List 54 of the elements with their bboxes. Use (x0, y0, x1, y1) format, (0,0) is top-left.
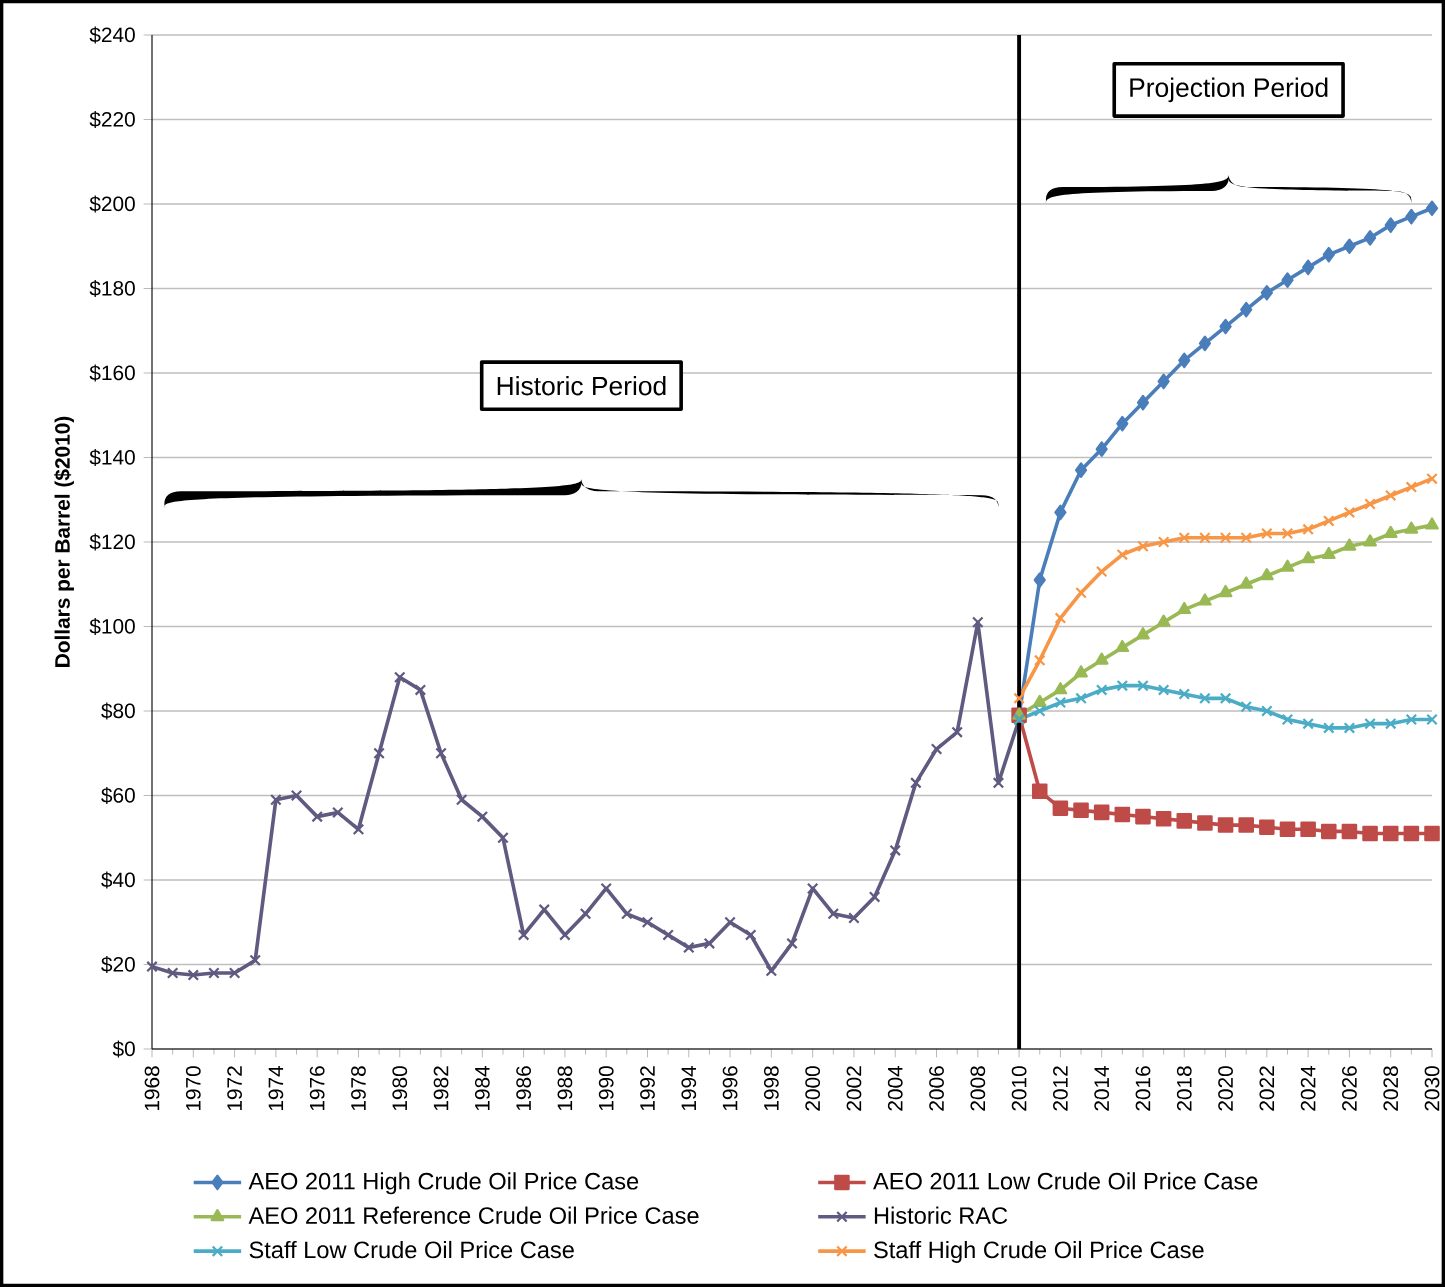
x-tick-label: 2026 (1342, 1066, 1357, 1111)
x-tick-label: 1986 (516, 1066, 532, 1111)
annotation: Historic Period (497, 375, 666, 396)
legend-label: AEO 2011 Low Crude Oil Price Case (873, 1172, 1258, 1190)
legend-label: Staff Low Crude Oil Price Case (249, 1240, 574, 1259)
x-tick-label: 2016 (1135, 1066, 1151, 1111)
legend-label: Staff High Crude Oil Price Case (874, 1240, 1204, 1263)
x-tick-label: 2018 (1176, 1066, 1192, 1111)
x-tick-label: 1988 (557, 1066, 573, 1111)
x-tick-label: 2022 (1259, 1066, 1275, 1111)
y-tick-label: $100 (89, 618, 135, 635)
x-tick-label: 2014 (1094, 1065, 1110, 1111)
y-tick-label: $200 (89, 195, 135, 213)
y-tick-label: $0 (112, 1040, 135, 1058)
x-tick-label: 1980 (392, 1066, 408, 1111)
y-tick-label: $120 (89, 533, 135, 551)
x-tick-label: 2030 (1424, 1066, 1440, 1111)
x-tick-label: 1970 (185, 1066, 201, 1111)
x-tick-label: 1978 (351, 1066, 366, 1111)
x-tick-label: 1976 (309, 1066, 325, 1111)
x-tick-label: 1992 (640, 1066, 655, 1111)
x-tick-label: 2006 (929, 1066, 944, 1111)
x-tick-label: 2004 (887, 1065, 903, 1111)
legend-label: Historic RAC (874, 1206, 1008, 1224)
y-tick-label: $220 (89, 111, 135, 128)
legend-label: AEO 2011 Reference Crude Oil Price Case (248, 1206, 699, 1224)
x-tick-label: 1998 (763, 1066, 779, 1111)
y-tick-label: $40 (101, 871, 135, 889)
annotation: Projection Period (1130, 77, 1328, 103)
x-tick-label: 1994 (681, 1065, 697, 1111)
x-tick-label: 2012 (1053, 1066, 1068, 1111)
y-tick-label: $20 (101, 956, 135, 973)
x-tick-label: 2024 (1300, 1065, 1316, 1111)
x-tick-label: 1968 (144, 1066, 160, 1111)
x-tick-label: 1996 (722, 1066, 738, 1111)
x-tick-label: 2008 (970, 1066, 986, 1111)
y-tick-label: $240 (89, 26, 135, 44)
x-tick-label: 2010 (1011, 1066, 1027, 1111)
legend-label: AEO 2011 High Crude Oil Price Case (248, 1172, 639, 1195)
y-axis-title: Dollars per Barrel ($2010) (54, 416, 74, 667)
y-tick-label: $80 (101, 702, 135, 720)
y-tick-label: $160 (89, 364, 135, 382)
y-tick-label: $180 (89, 280, 135, 297)
x-tick-label: 2028 (1383, 1066, 1399, 1111)
x-tick-label: 1974 (268, 1065, 284, 1111)
x-tick-label: 1972 (227, 1066, 242, 1111)
x-tick-label: 1984 (474, 1065, 490, 1111)
x-tick-label: 1990 (598, 1066, 614, 1111)
x-tick-label: 2002 (846, 1066, 862, 1111)
x-tick-label: 2020 (1218, 1066, 1233, 1111)
x-tick-label: 1982 (433, 1066, 449, 1111)
y-tick-label: $140 (89, 449, 135, 466)
y-tick-label: $60 (101, 787, 135, 804)
x-tick-label: 2000 (805, 1066, 821, 1111)
